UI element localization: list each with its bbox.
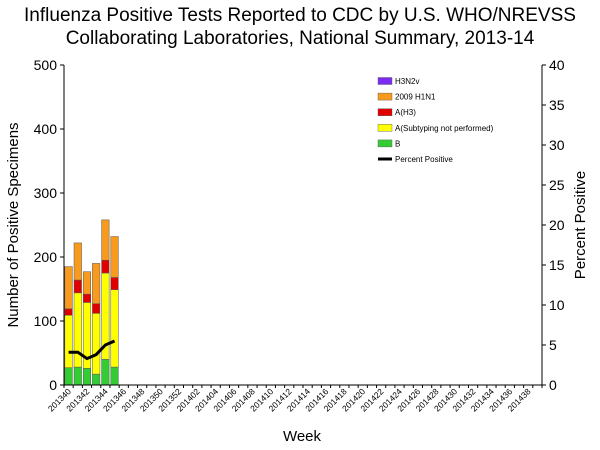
legend-label: B bbox=[395, 139, 400, 148]
y2-tick-label: 10 bbox=[549, 297, 565, 313]
bar-201344-series-3 bbox=[101, 219, 110, 261]
bar-201340-series-3 bbox=[64, 266, 73, 310]
bar-201340-series-2 bbox=[64, 308, 73, 316]
y-tick-label: 300 bbox=[34, 185, 58, 201]
y-tick-label: 500 bbox=[34, 57, 58, 73]
y2-tick-label: 35 bbox=[549, 97, 565, 113]
bar-201341-series-1 bbox=[73, 292, 82, 368]
y2-tick-label: 30 bbox=[549, 137, 565, 153]
bar-201341-series-2 bbox=[73, 279, 82, 294]
bar-201344-series-2 bbox=[101, 259, 110, 274]
y-tick-label: 400 bbox=[34, 121, 58, 137]
y-tick-label: 100 bbox=[34, 313, 58, 329]
legend-label: 2009 H1N1 bbox=[395, 93, 436, 102]
y2-tick-label: 25 bbox=[549, 177, 565, 193]
percent-positive-line bbox=[68, 339, 116, 361]
bar-201345-series-3 bbox=[110, 236, 119, 278]
bar-201342-series-2 bbox=[82, 293, 91, 303]
bar-201340-series-0 bbox=[64, 367, 73, 386]
chart-title-line-1: Influenza Positive Tests Reported to CDC… bbox=[24, 5, 576, 26]
legend-label: A(H3) bbox=[395, 108, 416, 117]
legend-swatch bbox=[377, 139, 393, 148]
bar-201343-series-3 bbox=[92, 263, 101, 304]
bar-201342-series-3 bbox=[82, 271, 91, 295]
y2-tick-label: 20 bbox=[549, 217, 565, 233]
y2-tick-label: 0 bbox=[549, 377, 557, 393]
chart-title-line-2: Collaborating Laboratories, National Sum… bbox=[65, 28, 535, 49]
bar-201345-series-1 bbox=[110, 289, 119, 368]
y-tick-label: 200 bbox=[34, 249, 58, 265]
y2-tick-label: 40 bbox=[549, 57, 565, 73]
bar-201340-series-1 bbox=[64, 314, 73, 368]
legend-label: A(Subtyping not performed) bbox=[395, 124, 494, 133]
y2-axis-label: Percent Positive bbox=[572, 171, 589, 279]
bar-201345-series-2 bbox=[110, 277, 119, 290]
legend-swatch bbox=[377, 124, 393, 132]
legend: H3N2v 2009 H1N1 A(H3) A(Subtyping not perfo… bbox=[377, 77, 494, 164]
legend-swatch bbox=[377, 108, 393, 116]
bar-201343-series-1 bbox=[92, 313, 101, 375]
bar-201345-series-0 bbox=[110, 366, 119, 386]
legend-label: H3N2v bbox=[395, 77, 419, 86]
legend-swatch bbox=[377, 77, 393, 85]
y-axis-label: Number of Positive Specimens bbox=[5, 122, 22, 327]
bar-201341-series-3 bbox=[73, 242, 82, 281]
legend-label: Percent Positive bbox=[395, 155, 453, 164]
x-axis-label: Week bbox=[283, 428, 322, 445]
y2-tick-label: 5 bbox=[549, 337, 557, 353]
percent-line-group bbox=[68, 339, 116, 361]
bar-201343-series-0 bbox=[92, 373, 101, 386]
y2-tick-label: 15 bbox=[549, 257, 565, 273]
bar-201341-series-0 bbox=[73, 366, 82, 386]
bar-201342-series-0 bbox=[82, 368, 91, 386]
y-tick-label: 0 bbox=[49, 377, 57, 393]
bar-201343-series-2 bbox=[92, 303, 101, 314]
legend-swatch bbox=[377, 92, 393, 101]
bar-201344-series-0 bbox=[101, 359, 110, 386]
bars-group bbox=[64, 219, 119, 386]
